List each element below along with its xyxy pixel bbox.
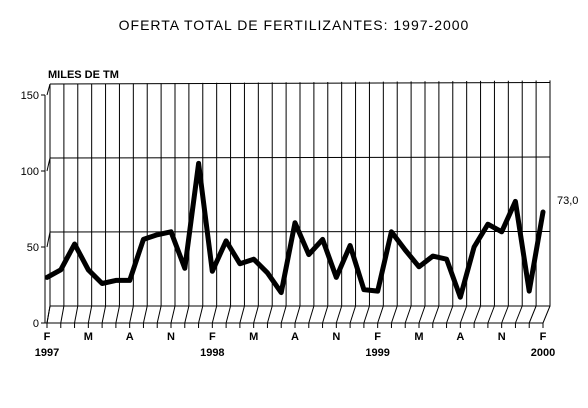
y-tick-label: 150: [21, 90, 39, 102]
floor-line: [198, 305, 204, 324]
x-tick-label: M: [414, 331, 423, 343]
floor-line: [501, 305, 509, 324]
y-tick-label: 100: [21, 166, 39, 178]
labels: 0 50 100 150 MILES DE TM F 1997 M A N F 1998 M A N F 199…: [21, 69, 579, 359]
x-tick-label: N: [498, 331, 506, 343]
floor-line: [446, 305, 454, 324]
x-tick-label: A: [126, 331, 134, 343]
floor-line: [184, 305, 190, 324]
x-tick-year-label: 2000: [531, 347, 555, 359]
floor-line: [129, 305, 134, 324]
floor-line: [239, 305, 245, 324]
x-tick-label: F: [209, 331, 216, 343]
data-label: 73,0: [557, 195, 578, 207]
chart-title: OFERTA TOTAL DE FERTILIZANTES: 1997-2000: [118, 17, 470, 33]
grid: [46, 80, 551, 324]
floor-line: [528, 305, 537, 324]
floor-line: [294, 305, 301, 324]
floor-line: [418, 305, 426, 324]
floor-line: [432, 305, 440, 324]
floor-line: [170, 305, 176, 324]
depth-edge: [46, 231, 51, 248]
floor-line: [60, 305, 65, 324]
floor-line: [142, 305, 148, 324]
floor-line: [514, 305, 523, 324]
series-line: [44, 160, 546, 300]
x-tick-year-label: 1999: [365, 347, 389, 359]
x-tick-year-label: 1997: [35, 347, 59, 359]
floor-line: [280, 305, 287, 324]
floor-line: [115, 305, 120, 324]
floor-line: [225, 305, 232, 324]
floor-line: [87, 305, 93, 324]
floor-line: [308, 305, 315, 324]
floor-line: [253, 305, 259, 324]
floor-line: [266, 305, 273, 324]
floor-line: [390, 305, 398, 324]
x-tick-label: M: [249, 331, 258, 343]
floor-line: [404, 305, 412, 324]
depth-edge: [46, 83, 51, 96]
x-tick-label: F: [540, 331, 547, 343]
y-tick-label: 0: [33, 318, 39, 330]
floor-line: [363, 305, 370, 324]
depth-edge: [46, 305, 51, 324]
floor-line: [487, 305, 495, 324]
x-tick-label: M: [84, 331, 93, 343]
x-tick-year-label: 1998: [200, 347, 224, 359]
series-layer: [44, 160, 546, 300]
x-tick-label: N: [167, 331, 175, 343]
floor-line: [349, 305, 357, 324]
floor-line: [156, 305, 162, 324]
floor-line: [74, 305, 79, 324]
x-tick-label: N: [332, 331, 340, 343]
x-tick-label: A: [291, 331, 299, 343]
floor-line: [335, 305, 343, 324]
x-tick-label: F: [374, 331, 381, 343]
y-axis-label: MILES DE TM: [48, 69, 119, 81]
x-tick-label: A: [456, 331, 464, 343]
axes: [41, 94, 544, 328]
x-tick-label: F: [44, 331, 51, 343]
floor-line: [459, 305, 468, 324]
floor-line: [101, 305, 107, 324]
floor-line: [473, 305, 482, 324]
floor-line: [211, 305, 218, 324]
floor-line: [377, 305, 384, 324]
depth-edge: [46, 157, 51, 172]
floor-line: [542, 305, 551, 324]
y-tick-label: 50: [27, 242, 39, 254]
floor-line: [322, 305, 329, 324]
